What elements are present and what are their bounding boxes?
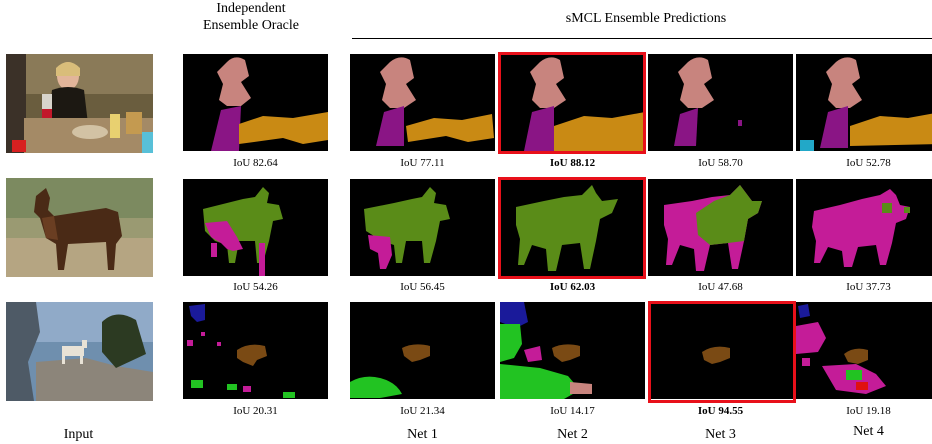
column-label-input: Input <box>63 427 94 442</box>
seg-net4-person-table <box>796 54 932 151</box>
seg-net1-cow <box>350 179 495 276</box>
iou-net1-row2: IoU 56.45 <box>400 281 445 293</box>
seg-net3-cow <box>648 179 793 276</box>
input-photo-goat-rocks <box>6 302 153 401</box>
smcl-header-rule <box>352 38 932 39</box>
iou-net3-row3: IoU 94.55 <box>697 405 744 417</box>
iou-oracle-row1: IoU 82.64 <box>233 157 278 169</box>
input-photo-person-table <box>6 54 153 153</box>
iou-oracle-row2: IoU 54.26 <box>233 281 278 293</box>
oracle-header-line1: Independent <box>216 1 286 16</box>
seg-net4-cow <box>796 179 932 276</box>
seg-oracle-person-table <box>183 54 328 151</box>
column-label-net2: Net 2 <box>557 427 588 442</box>
iou-net4-row2: IoU 37.73 <box>846 281 891 293</box>
seg-net1-person-table <box>350 54 495 151</box>
input-photo-cow <box>6 178 153 277</box>
iou-net2-row2: IoU 62.03 <box>549 281 596 293</box>
column-label-net4: Net 4 <box>853 424 884 439</box>
iou-net2-row3: IoU 14.17 <box>550 405 595 417</box>
iou-net1-row3: IoU 21.34 <box>400 405 445 417</box>
iou-net4-row3: IoU 19.18 <box>846 405 891 417</box>
seg-oracle-goat-rocks <box>183 302 328 399</box>
iou-net3-row2: IoU 47.68 <box>698 281 743 293</box>
smcl-header: sMCL Ensemble Predictions <box>565 11 727 26</box>
seg-oracle-cow <box>183 179 328 276</box>
seg-net2-goat-rocks <box>500 302 645 399</box>
seg-net2-person-table <box>500 54 645 151</box>
column-label-net1: Net 1 <box>407 427 438 442</box>
iou-net1-row1: IoU 77.11 <box>400 157 445 169</box>
seg-net2-cow <box>500 179 645 276</box>
iou-net3-row1: IoU 58.70 <box>698 157 743 169</box>
seg-net4-goat-rocks <box>796 302 932 399</box>
seg-net1-goat-rocks <box>350 302 495 399</box>
iou-oracle-row3: IoU 20.31 <box>233 405 278 417</box>
oracle-header: Independent Ensemble Oracle <box>176 0 326 34</box>
seg-net3-person-table <box>648 54 793 151</box>
iou-net2-row1: IoU 88.12 <box>549 157 596 169</box>
column-label-net3: Net 3 <box>705 427 736 442</box>
oracle-header-line2: Ensemble Oracle <box>202 18 299 33</box>
iou-net4-row1: IoU 52.78 <box>846 157 891 169</box>
seg-net3-goat-rocks <box>648 302 793 399</box>
